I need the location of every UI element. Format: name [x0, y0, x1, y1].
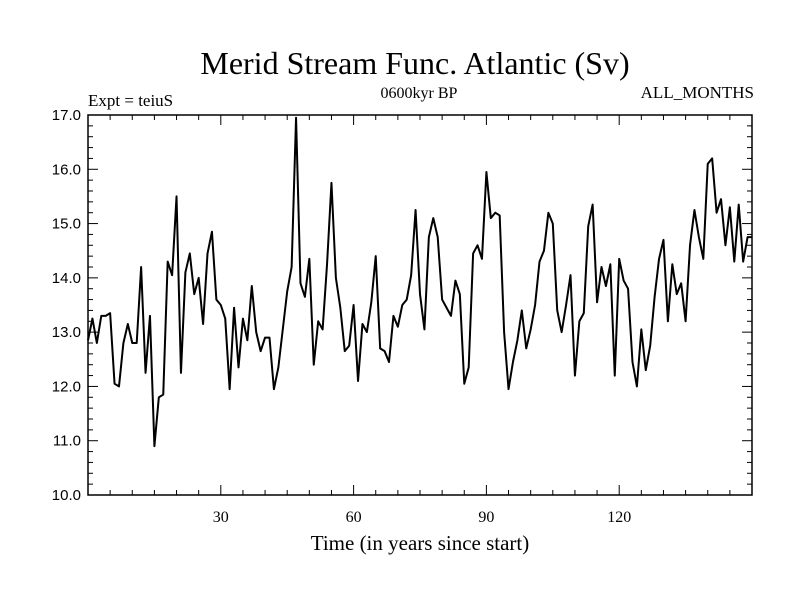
x-tick-label: 120 — [607, 509, 631, 526]
y-tick-label: 13.0 — [52, 324, 81, 341]
x-tick-label: 30 — [213, 509, 229, 526]
y-axis-tick-labels: 10.0 11.0 12.0 13.0 14.0 15.0 16.0 17.0 — [52, 107, 81, 504]
y-tick-label: 10.0 — [52, 487, 81, 504]
y-tick-label: 15.0 — [52, 216, 81, 233]
y-tick-label: 16.0 — [52, 161, 81, 178]
x-tick-label: 60 — [346, 509, 362, 526]
y-tick-label: 14.0 — [52, 270, 81, 287]
y-axis-ticks — [88, 125, 752, 485]
x-axis-label: Time (in years since start) — [311, 531, 530, 555]
months-label: ALL_MONTHS — [641, 83, 754, 102]
x-tick-label: 90 — [478, 509, 494, 526]
chart-title: Merid Stream Func. Atlantic (Sv) — [200, 45, 629, 81]
y-tick-label: 11.0 — [53, 433, 81, 450]
x-axis-tick-labels: 30 60 90 120 — [213, 509, 631, 526]
period-label: 0600kyr BP — [381, 85, 458, 102]
plot-frame — [87, 114, 753, 496]
y-tick-label: 17.0 — [52, 107, 81, 124]
x-axis-ticks — [109, 115, 731, 495]
series-line — [87, 116, 752, 448]
y-tick-label: 12.0 — [52, 378, 81, 395]
experiment-label: Expt = teiuS — [88, 91, 173, 110]
